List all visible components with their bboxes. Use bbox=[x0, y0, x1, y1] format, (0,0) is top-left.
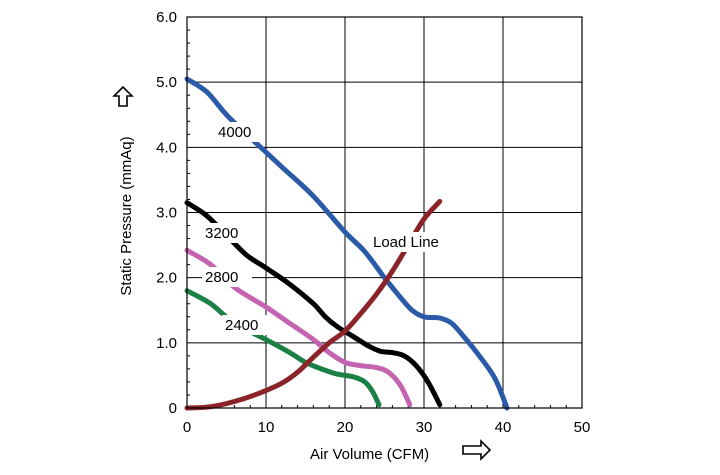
series-label-bg bbox=[202, 223, 252, 243]
series-label-bg bbox=[222, 315, 270, 335]
series-label-bg bbox=[215, 122, 265, 142]
series-label-bg bbox=[202, 267, 252, 287]
series-line-2400 bbox=[184, 288, 382, 408]
y-tick-label: 2.0 bbox=[156, 270, 177, 287]
y-tick-label: 1.0 bbox=[156, 335, 177, 352]
series-label-3200: 3200 bbox=[205, 225, 238, 242]
x-tick-label: 50 bbox=[574, 419, 591, 436]
plot-frame bbox=[186, 16, 583, 409]
series-line-3200 bbox=[184, 200, 443, 408]
x-axis-label: Air Volume (CFM) bbox=[310, 446, 429, 463]
x-tick-label: 10 bbox=[258, 419, 275, 436]
y-tick-label: 0 bbox=[169, 400, 177, 417]
y-tick-label: 3.0 bbox=[156, 205, 177, 222]
series-label-2400: 2400 bbox=[225, 317, 258, 334]
series-line-2800 bbox=[184, 247, 413, 408]
y-tick-label: 6.0 bbox=[156, 9, 177, 26]
x-tick-label: 40 bbox=[495, 419, 512, 436]
y-tick-label: 4.0 bbox=[156, 139, 177, 156]
x-tick-label: 30 bbox=[416, 419, 433, 436]
series-label-4000: 4000 bbox=[218, 124, 251, 141]
y-axis-arrow-icon bbox=[112, 85, 134, 107]
y-tick-label: 5.0 bbox=[156, 74, 177, 91]
series-labels: 4000 3200 2800 2400 Load Line bbox=[202, 122, 462, 335]
series-line-load-line bbox=[184, 198, 443, 411]
series-label-2800: 2800 bbox=[205, 269, 238, 286]
x-axis-arrow-icon bbox=[462, 439, 492, 461]
y-axis-label: Static Pressure (mmAq) bbox=[118, 136, 135, 295]
x-tick-label: 20 bbox=[337, 419, 354, 436]
series-label-bg bbox=[370, 232, 462, 252]
series-label-load-line: Load Line bbox=[373, 234, 439, 251]
grid-lines bbox=[186, 16, 583, 409]
axis-ticks: 0 10 20 30 40 50 0 1.0 2.0 3.0 4.0 5.0 6.0 bbox=[156, 9, 590, 436]
x-tick-label: 0 bbox=[183, 419, 191, 436]
